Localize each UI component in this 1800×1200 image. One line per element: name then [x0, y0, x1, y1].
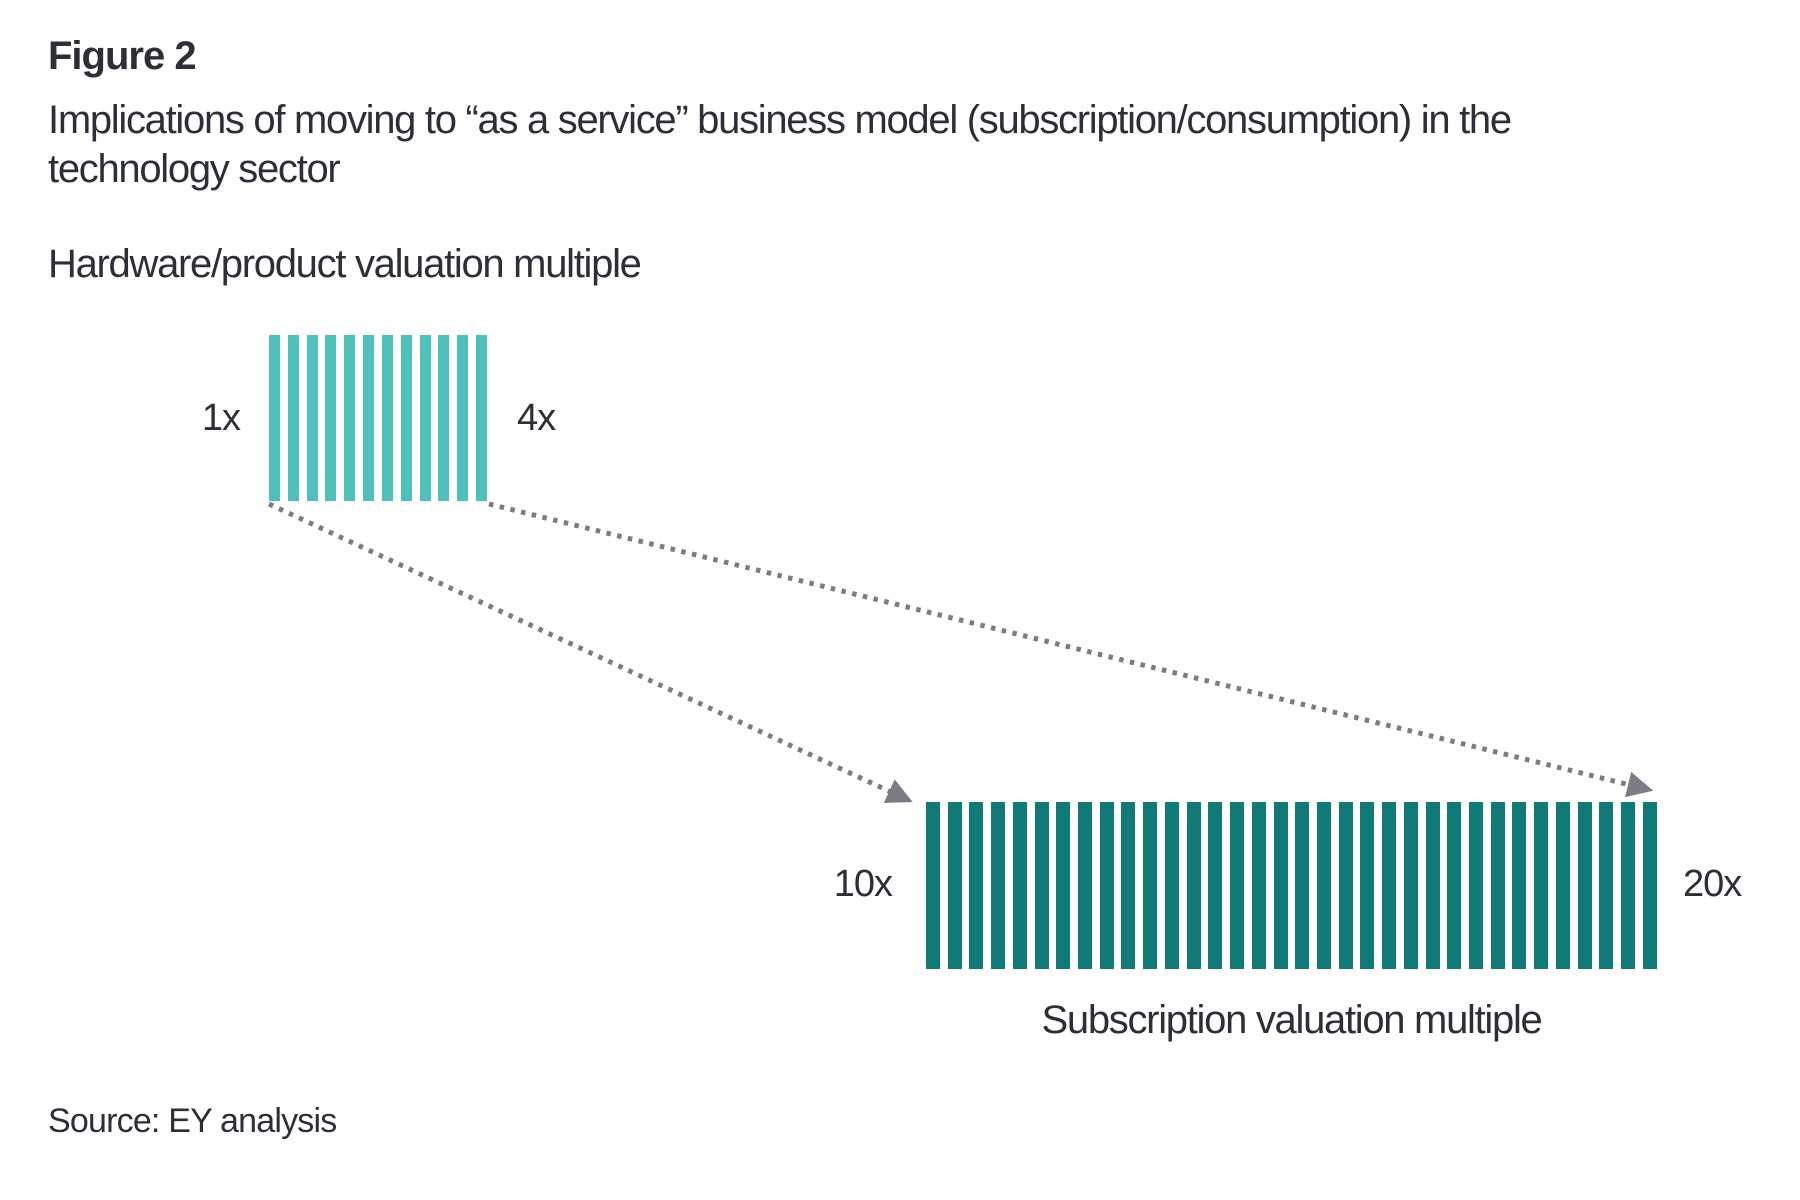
bar-stripe	[363, 335, 375, 501]
bar-stripe	[1099, 802, 1114, 969]
bar-stripe	[325, 335, 337, 501]
bar-stripe	[457, 335, 469, 501]
arrow-right	[488, 501, 1654, 798]
bar-stripe	[1078, 802, 1093, 969]
bar-stripe	[1121, 802, 1136, 969]
hardware-valuation-bar	[269, 335, 487, 501]
bar-stripe	[947, 802, 962, 969]
figure-title: Implications of moving to “as a service”…	[48, 96, 1512, 194]
bar-stripe	[1512, 802, 1527, 969]
bar-stripe	[1555, 802, 1570, 969]
bar-stripe	[1251, 802, 1266, 969]
bar-stripe	[1534, 802, 1549, 969]
bar-stripe	[969, 802, 984, 969]
bar-stripe	[475, 335, 487, 501]
bar-stripe	[419, 335, 431, 501]
bar-stripe	[1403, 802, 1418, 969]
bar-stripe	[1621, 802, 1635, 969]
bar-stripe	[1056, 802, 1071, 969]
hardware-axis-label: Hardware/product valuation multiple	[48, 242, 642, 286]
bar-stripe	[1295, 802, 1310, 969]
bar-stripe	[1230, 802, 1245, 969]
bar-stripe	[1012, 802, 1027, 969]
bar-stripe	[306, 335, 318, 501]
bar-stripe	[1642, 802, 1657, 969]
hardware-max-label: 4x	[517, 397, 556, 439]
bar-stripe	[1360, 802, 1375, 969]
bar-stripe	[1425, 802, 1440, 969]
arrow-left	[267, 501, 913, 803]
figure-title-line1: Implications of moving to “as a service”…	[48, 98, 1512, 142]
bar-stripe	[1208, 802, 1223, 969]
bar-stripe	[1338, 802, 1353, 969]
source-note: Source: EY analysis	[48, 1102, 337, 1140]
figure-title-line2: technology sector	[48, 147, 341, 191]
subscription-max-label: 20x	[1683, 863, 1742, 905]
bar-stripe	[1143, 802, 1158, 969]
bar-stripe	[438, 335, 450, 501]
bar-stripe	[1468, 802, 1483, 969]
bar-stripe	[1577, 802, 1592, 969]
subscription-axis-label: Subscription valuation multiple	[1041, 998, 1543, 1042]
bar-stripe	[991, 802, 1006, 969]
bar-stripe	[1382, 802, 1397, 969]
bar-stripe	[1273, 802, 1288, 969]
bar-stripe	[1034, 802, 1049, 969]
bar-stripe	[287, 335, 299, 501]
subscription-valuation-bar	[926, 802, 1657, 969]
bar-stripe	[344, 335, 356, 501]
bar-stripe	[381, 335, 393, 501]
bar-stripe	[926, 802, 940, 969]
bar-stripe	[269, 335, 280, 501]
hardware-min-label: 1x	[201, 397, 241, 439]
bar-stripe	[1599, 802, 1614, 969]
figure-label: Figure 2	[48, 34, 197, 78]
subscription-min-label: 10x	[833, 863, 893, 905]
bar-stripe	[1447, 802, 1462, 969]
bar-stripe	[1164, 802, 1179, 969]
bar-stripe	[400, 335, 412, 501]
bar-stripe	[1186, 802, 1201, 969]
bar-stripe	[1490, 802, 1505, 969]
bar-stripe	[1316, 802, 1331, 969]
